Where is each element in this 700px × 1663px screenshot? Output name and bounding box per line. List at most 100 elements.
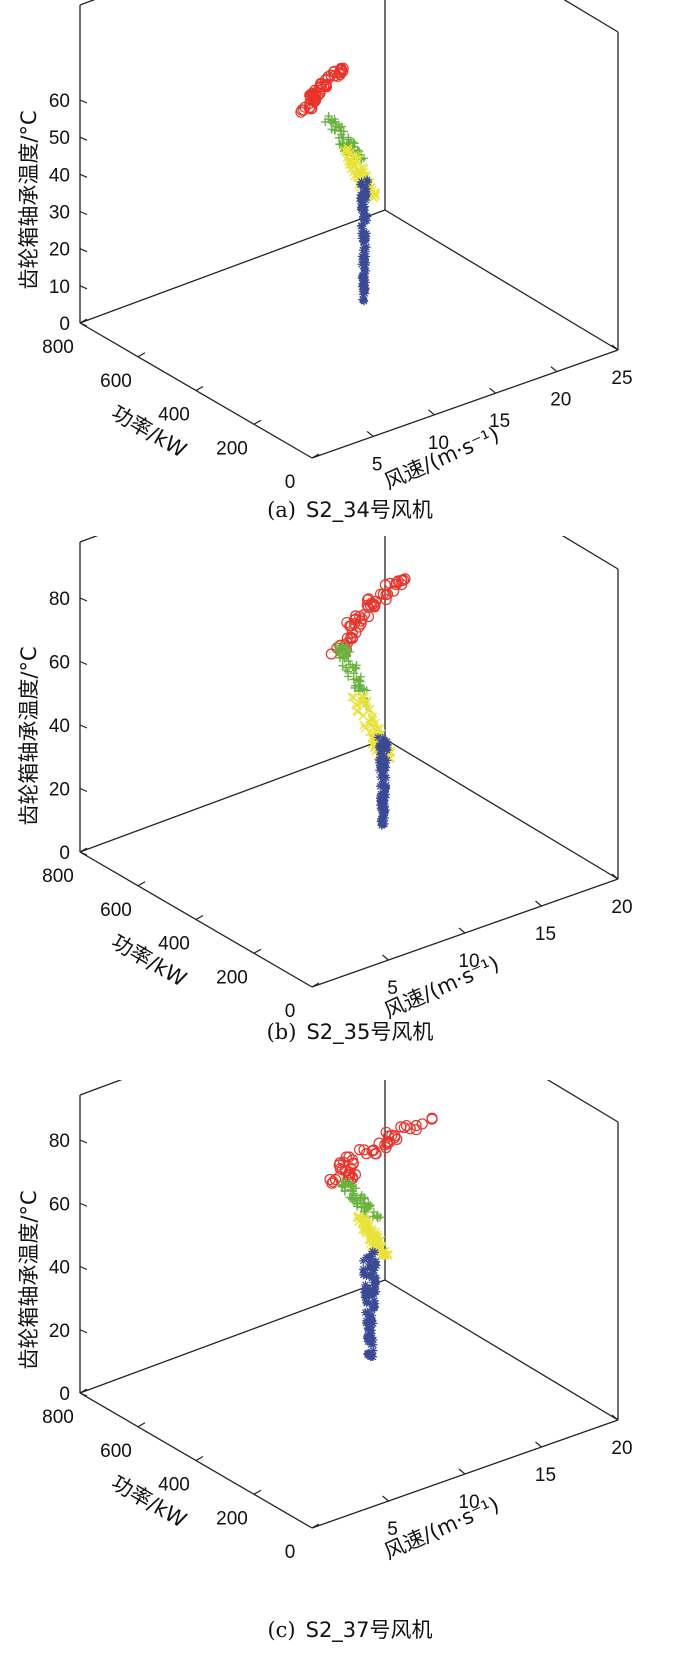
chart-c-y-tick: [79, 1388, 88, 1394]
chart-c-z-tick-label: 20: [49, 1321, 70, 1342]
chart-a-point: [357, 177, 366, 186]
chart-a-floor-edge-back-left: [79, 209, 386, 324]
chart-a-point: [362, 216, 371, 225]
chart-c-y-tick-label: 0: [285, 1542, 296, 1563]
chart-a-point: [357, 162, 367, 173]
chart-a-point: [324, 111, 333, 121]
chart-a-point: [330, 125, 340, 135]
chart-b-point: [381, 758, 390, 767]
chart-b-x-axis-label: 风速/(m·s⁻¹): [381, 951, 503, 1023]
chart-a-point: [343, 156, 354, 166]
chart-c-point: [364, 1309, 373, 1319]
chart-c-y-tick-label: 600: [100, 1441, 132, 1462]
chart-a-floor-edge-back-right: [384, 209, 619, 351]
chart-c-point: [358, 1198, 368, 1207]
chart-b-point: [381, 790, 391, 799]
chart-b-point: [379, 787, 389, 796]
chart-b-point: [353, 707, 363, 717]
chart-b-point: [351, 664, 361, 673]
chart-b-point: [381, 805, 390, 815]
chart-c-point: [326, 1177, 338, 1189]
chart-b-point: [361, 698, 371, 708]
chart-a-point: [359, 274, 369, 283]
chart-b-x-tick-label: 10: [458, 951, 479, 972]
chart-b-z-tick-label: 80: [49, 589, 70, 610]
chart-b-x-tick-label: 15: [535, 924, 556, 945]
chart-b-point: [359, 720, 369, 730]
chart-b-point: [351, 663, 360, 672]
chart-b-point: [373, 733, 383, 742]
chart-b-z-tick-label: 20: [49, 780, 70, 801]
chart-a-point: [335, 123, 344, 132]
chart-b-point: [382, 740, 391, 749]
chart-a-y-tick: [195, 385, 204, 392]
chart-b-z-tick-label: 60: [49, 653, 70, 674]
chart-b-point: [361, 599, 373, 611]
chart-a-y-tick: [137, 352, 146, 358]
chart-b-point: [349, 692, 359, 703]
chart-a-point: [315, 78, 327, 90]
chart-c-point: [370, 1148, 382, 1160]
chart-c-caption-letter: (c): [267, 1618, 296, 1642]
chart-c-point: [380, 1246, 390, 1257]
chart-a-plot: 0 10 20 30 40 50 60 800 600 400 200 0 5 10 15 20 25 齿轮箱轴承…: [17, 0, 633, 490]
chart-b-point: [376, 742, 385, 752]
chart-c-point: [365, 1257, 375, 1266]
chart-c-point: [364, 1202, 373, 1211]
chart-a-y-tick-label: 600: [100, 371, 132, 392]
chart-b-point: [376, 750, 385, 759]
chart-b-z-tick: [79, 724, 88, 729]
chart-b-point: [351, 681, 360, 690]
chart-c-point: [367, 1315, 377, 1325]
chart-a-x-tick-label: 20: [550, 390, 571, 411]
chart-a-point: [359, 254, 368, 264]
chart-c-x-tick: [382, 1495, 389, 1502]
chart-a-z-tick-label: 10: [49, 277, 70, 298]
chart-c-point: [362, 1332, 372, 1342]
chart-a-y-tick-label: 0: [285, 472, 296, 490]
chart-a-point: [346, 164, 356, 174]
chart-a-point: [363, 178, 372, 187]
chart-c-point: [410, 1124, 422, 1136]
chart-a-z-tick: [79, 173, 88, 178]
chart-a-series-blue-asterisk: [356, 175, 372, 306]
chart-a-point: [358, 246, 368, 255]
chart-a-point: [342, 147, 352, 158]
chart-c-point: [362, 1284, 371, 1293]
chart-panel-a: 0 10 20 30 40 50 60 800 600 400 200 0 5 10 15 20 25 齿轮箱轴承…: [0, 0, 700, 530]
chart-b-point: [380, 813, 390, 823]
chart-c-point: [367, 1252, 376, 1261]
chart-c-point: [344, 1177, 354, 1187]
chart-a-point: [356, 194, 365, 203]
chart-b-point: [343, 667, 353, 676]
chart-c-plot: 02040608080060040020005101520齿轮箱轴承温度/°C功…: [17, 1080, 633, 1564]
chart-c-point: [360, 1194, 369, 1204]
chart-b-z-tick: [79, 787, 88, 793]
chart-b-point: [378, 771, 388, 780]
chart-b-point: [380, 766, 390, 775]
chart-c-point: [368, 1340, 378, 1349]
chart-a-top-edge-left: [79, 0, 96, 6]
chart-c-z-tick: [79, 1392, 88, 1397]
chart-c-point: [371, 1279, 380, 1288]
chart-c-top-edge-left: [79, 1080, 123, 1096]
chart-b-point: [396, 575, 408, 587]
chart-c-z-tick-label: 80: [49, 1131, 70, 1152]
chart-b-x-tick-label: 20: [611, 897, 632, 918]
chart-a-point: [312, 90, 324, 102]
chart-b-point: [343, 645, 353, 654]
chart-a-point: [360, 209, 369, 219]
chart-c-point: [349, 1189, 358, 1198]
chart-b-point: [350, 627, 362, 639]
chart-a-z-axis-label: 齿轮箱轴承温度/°C: [17, 110, 41, 289]
chart-b-z-tick: [79, 851, 88, 856]
chart-a-point: [306, 102, 318, 114]
chart-a-x-tick: [428, 409, 435, 416]
chart-a-z-tick-label: 60: [49, 91, 70, 112]
chart-a-caption-text: S2_34号风机: [305, 498, 433, 522]
chart-c-x-tick-label: 5: [387, 1519, 398, 1540]
chart-c-floor-edge-back-left: [79, 1279, 386, 1394]
chart-a-z-tick-label: 30: [49, 203, 70, 224]
chart-b-point: [381, 783, 390, 792]
chart-b-point: [374, 588, 387, 600]
